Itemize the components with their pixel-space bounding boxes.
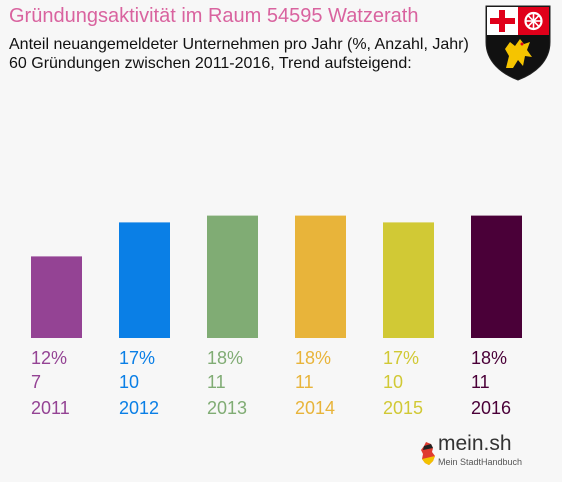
year-label-2011: 2011 [31,398,70,418]
bar-2013 [207,215,258,338]
year-label-2016: 2016 [471,398,511,418]
logo-subtext: Mein StadtHandbuch [438,457,523,467]
bar-2014 [295,215,346,338]
mein-sh-logo: mein.sh Mein StadtHandbuch [420,432,540,476]
chart-subtitle: Anteil neuangemeldeter Unternehmen pro J… [9,36,469,53]
germany-map-icon [421,442,435,465]
count-label-2012: 10 [119,372,139,392]
count-label-2015: 10 [383,372,403,392]
bar-2011 [31,256,82,338]
count-label-2013: 11 [207,372,226,392]
bar-2012 [119,222,170,338]
year-label-2013: 2013 [207,398,247,418]
percent-label-2015: 17% [383,348,419,368]
year-label-2012: 2012 [119,398,159,418]
percent-label-2014: 18% [295,348,331,368]
count-label-2016: 11 [471,372,490,392]
chart-title: Gründungsaktivität im Raum 54595 Watzera… [9,5,419,27]
year-label-2015: 2015 [383,398,423,418]
count-label-2011: 7 [31,372,41,392]
percent-label-2013: 18% [207,348,243,368]
count-label-2014: 11 [295,372,314,392]
rhineland-palatinate-coat-of-arms-icon [485,5,551,81]
percent-label-2016: 18% [471,348,507,368]
bar-2016 [471,215,522,338]
year-label-2014: 2014 [295,398,335,418]
logo-text: mein.sh [438,432,512,455]
chart-summary: 60 Gründungen zwischen 2011-2016, Trend … [9,55,412,72]
percent-label-2011: 12% [31,348,67,368]
percent-label-2012: 17% [119,348,155,368]
bar-2015 [383,222,434,338]
